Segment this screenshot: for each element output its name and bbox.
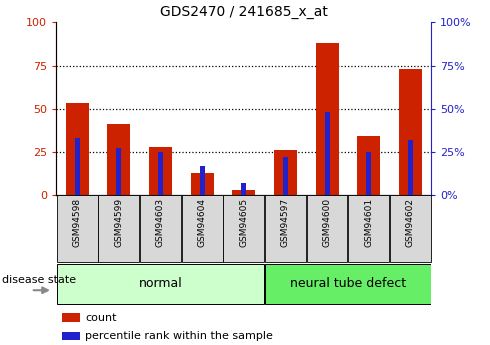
Text: GSM94598: GSM94598 [73, 198, 82, 247]
Bar [357, 136, 380, 195]
Bar [107, 124, 130, 195]
Title: GDS2470 / 241685_x_at: GDS2470 / 241685_x_at [160, 4, 328, 19]
Text: percentile rank within the sample: percentile rank within the sample [85, 331, 273, 341]
Bar [366, 152, 371, 195]
Text: GSM94603: GSM94603 [156, 198, 165, 247]
Bar [149, 147, 172, 195]
Bar [62, 332, 80, 340]
Bar [66, 104, 89, 195]
Bar [408, 140, 413, 195]
Text: GSM94605: GSM94605 [239, 198, 248, 247]
FancyBboxPatch shape [98, 195, 139, 262]
Bar [399, 69, 422, 195]
Bar [158, 152, 163, 195]
Text: GSM94602: GSM94602 [406, 198, 415, 247]
Bar [232, 190, 255, 195]
Bar [74, 138, 80, 195]
FancyBboxPatch shape [182, 195, 222, 262]
FancyBboxPatch shape [57, 195, 98, 262]
FancyBboxPatch shape [307, 195, 347, 262]
Text: neural tube defect: neural tube defect [290, 277, 406, 290]
Bar [241, 183, 246, 195]
FancyBboxPatch shape [57, 264, 264, 304]
Bar [283, 157, 288, 195]
Bar [62, 313, 80, 322]
FancyBboxPatch shape [223, 195, 264, 262]
Text: GSM94599: GSM94599 [114, 198, 123, 247]
Text: count: count [85, 313, 117, 323]
Text: disease state: disease state [2, 275, 76, 285]
Text: GSM94601: GSM94601 [364, 198, 373, 247]
Text: GSM94600: GSM94600 [322, 198, 332, 247]
FancyBboxPatch shape [390, 195, 431, 262]
Bar [316, 43, 339, 195]
FancyBboxPatch shape [265, 195, 306, 262]
Bar [274, 150, 297, 195]
Bar [324, 112, 330, 195]
Bar [191, 172, 214, 195]
FancyBboxPatch shape [265, 264, 431, 304]
FancyBboxPatch shape [348, 195, 389, 262]
Bar [199, 166, 205, 195]
FancyBboxPatch shape [140, 195, 181, 262]
Bar [116, 148, 122, 195]
Text: GSM94597: GSM94597 [281, 198, 290, 247]
Text: normal: normal [139, 277, 182, 290]
Text: GSM94604: GSM94604 [197, 198, 207, 247]
